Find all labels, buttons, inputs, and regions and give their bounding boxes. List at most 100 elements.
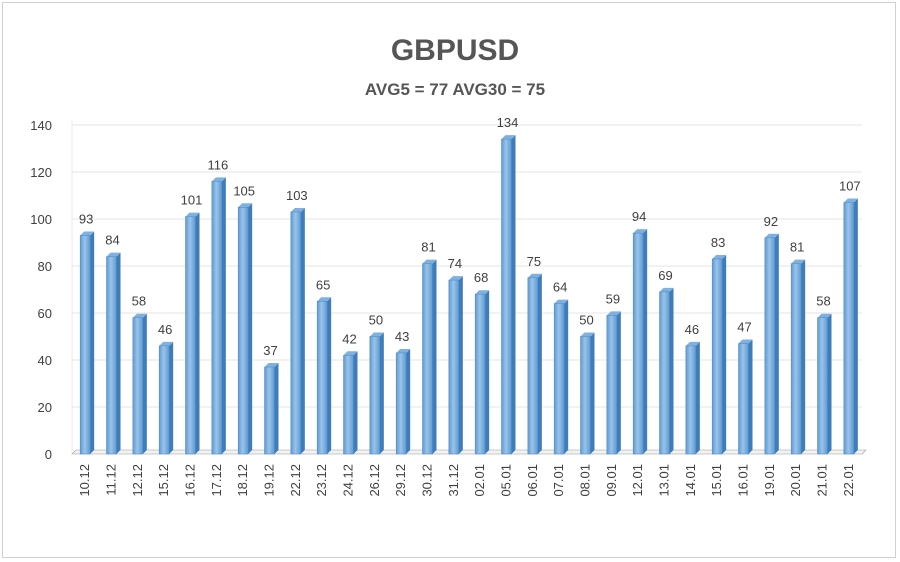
bar (448, 279, 460, 455)
y-tick-label: 100 (30, 212, 52, 227)
bar (316, 301, 328, 455)
x-tick-label: 26.12 (367, 464, 382, 497)
bar-side (695, 341, 700, 454)
bar-top (317, 297, 332, 302)
bar (606, 315, 618, 455)
bar (817, 317, 828, 455)
x-tick-label: 18.12 (235, 464, 250, 497)
bar-side (616, 311, 621, 454)
bar-top (554, 299, 569, 304)
data-label: 46 (685, 322, 699, 337)
bar-side (669, 287, 674, 454)
bar-side (432, 259, 437, 454)
bar-side (406, 348, 411, 454)
bar (422, 263, 433, 455)
x-tick-label: 22.01 (841, 464, 856, 497)
data-label: 50 (579, 313, 593, 328)
data-label: 64 (553, 280, 567, 295)
data-label: 101 (181, 193, 203, 208)
data-label: 81 (790, 240, 804, 255)
x-tick-label: 10.12 (77, 464, 92, 497)
bar-top (132, 313, 147, 318)
bar-side (511, 135, 516, 454)
bar-top (501, 135, 516, 140)
bar (264, 366, 275, 455)
bar-side (774, 233, 779, 454)
y-tick-label: 140 (30, 118, 52, 133)
data-label: 74 (448, 256, 462, 271)
chart-title: GBPUSD (391, 34, 519, 67)
bar-top (685, 341, 700, 346)
bar-side (195, 212, 200, 454)
bar-top (159, 341, 174, 346)
bar-top (238, 203, 253, 208)
bar (764, 237, 776, 455)
x-tick-label: 20.01 (788, 464, 803, 497)
chart-subtitle: AVG5 = 77 AVG30 = 75 (365, 80, 545, 99)
bar (790, 263, 802, 455)
data-label: 58 (816, 294, 830, 309)
bar-top (422, 259, 437, 264)
x-tick-label: 06.01 (525, 464, 540, 497)
bar (158, 345, 170, 455)
bar (553, 303, 565, 455)
bar (659, 291, 670, 455)
bar-side (379, 332, 384, 454)
bar-side (327, 297, 332, 454)
data-labels: 93 84 58 46 101 116 105 37 103 65 42 50 43 81 74 68 134 7… (79, 115, 861, 358)
bar-side (90, 231, 95, 454)
bar-top (290, 207, 305, 212)
x-tick-label: 15.01 (709, 464, 724, 497)
bar (843, 202, 855, 455)
data-label: 69 (658, 268, 672, 283)
bar-top (738, 339, 753, 344)
bar (369, 336, 381, 455)
x-tick-label: 07.01 (551, 464, 566, 497)
y-tick-label: 20 (38, 400, 52, 415)
bars (79, 135, 858, 455)
x-tick-label: 16.01 (736, 464, 751, 497)
bar-top (343, 351, 358, 356)
bar-top (712, 254, 727, 259)
bar (343, 355, 354, 455)
x-tick-label: 24.12 (341, 464, 356, 497)
bar-side (827, 313, 832, 454)
x-tick-label: 13.01 (657, 464, 672, 497)
bar-side (801, 259, 806, 454)
bar-side (722, 254, 727, 454)
bar (79, 235, 91, 455)
x-tick-labels: 10.12 11.12 12.12 15.12 16.12 17.12 18.12 19.12… (77, 464, 856, 497)
y-tick-label: 40 (38, 353, 52, 368)
bar (106, 256, 117, 455)
bar-top (817, 313, 832, 318)
x-tick-label: 09.01 (604, 464, 619, 497)
data-label: 94 (632, 209, 646, 224)
x-tick-label: 23.12 (314, 464, 329, 497)
data-label: 65 (316, 277, 330, 292)
x-tick-label: 19.12 (262, 464, 277, 497)
bar-top (527, 273, 542, 278)
bar-top (396, 348, 411, 353)
x-tick-label: 30.12 (420, 464, 435, 497)
data-label: 134 (497, 115, 519, 130)
bar-side (853, 198, 858, 454)
x-tick-label: 08.01 (578, 464, 593, 497)
x-tick-label: 15.12 (156, 464, 171, 497)
bar-side (643, 229, 648, 454)
data-label: 42 (342, 331, 356, 346)
bar-top (264, 363, 279, 368)
bar-top (475, 290, 490, 295)
bar-top (843, 198, 858, 203)
bar-top (106, 252, 121, 257)
bar (185, 216, 196, 455)
bar-top (448, 276, 463, 281)
data-label: 116 (207, 157, 228, 172)
bar (632, 232, 644, 455)
bar-side (169, 341, 174, 454)
y-tick-label: 0 (45, 447, 52, 462)
bar-side (248, 203, 253, 454)
bar-top (369, 332, 384, 337)
y-tick-label: 120 (30, 165, 52, 180)
bar (501, 138, 512, 455)
